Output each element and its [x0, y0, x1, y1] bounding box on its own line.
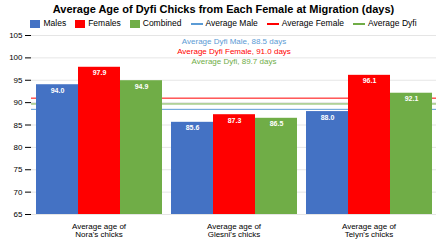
- svg-text:105: 105: [9, 31, 23, 40]
- svg-text:85.6: 85.6: [186, 124, 200, 131]
- svg-text:Average Dyfi Female, 91.0 days: Average Dyfi Female, 91.0 days: [177, 47, 291, 56]
- svg-text:96.1: 96.1: [363, 77, 377, 84]
- svg-text:88.0: 88.0: [321, 114, 335, 121]
- svg-text:Average Dyfi Male, 88.5 days: Average Dyfi Male, 88.5 days: [182, 37, 286, 46]
- svg-text:Average Dyfi, 89.7 days: Average Dyfi, 89.7 days: [192, 57, 277, 66]
- svg-text:Average age ofNora's chicks: Average age ofNora's chicks: [72, 222, 127, 239]
- svg-text:87.3: 87.3: [228, 117, 242, 124]
- html-text:Average Dyfi: Average Dyfi: [368, 18, 417, 28]
- html-text:Males: Males: [43, 18, 67, 28]
- html-text:Females: Females: [88, 18, 121, 28]
- svg-text:85: 85: [14, 121, 23, 130]
- svg-text:75: 75: [14, 165, 23, 174]
- svg-text:Average age ofTelyn's chicks: Average age ofTelyn's chicks: [342, 222, 397, 239]
- svg-text:70: 70: [14, 188, 23, 197]
- svg-text:94.0: 94.0: [51, 87, 65, 94]
- svg-text:95: 95: [14, 76, 23, 85]
- svg-text:100: 100: [9, 53, 23, 62]
- svg-text:94.9: 94.9: [135, 83, 149, 90]
- svg-text:92.1: 92.1: [405, 95, 419, 102]
- html-text:Average Female: Average Female: [281, 18, 344, 28]
- svg-text:Average age ofGlesni's chicks: Average age ofGlesni's chicks: [207, 222, 262, 239]
- html-text:Combined: Combined: [142, 18, 182, 28]
- svg-text:80: 80: [14, 143, 23, 152]
- svg-text:97.9: 97.9: [93, 69, 107, 76]
- svg-text:65: 65: [14, 210, 23, 219]
- svg-text:90: 90: [14, 98, 23, 107]
- svg-text:86.5: 86.5: [270, 120, 284, 127]
- html-text:Average Male: Average Male: [205, 18, 258, 28]
- html-text:Average Age of Dyfi Chicks fro: Average Age of Dyfi Chicks from Each Fem…: [52, 3, 395, 15]
